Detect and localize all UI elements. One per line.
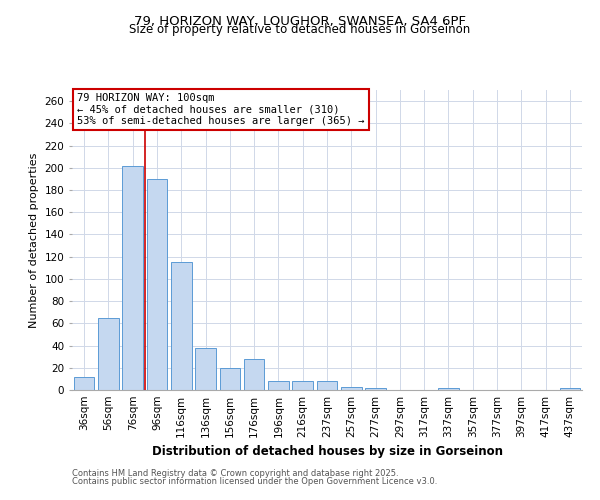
Text: 79 HORIZON WAY: 100sqm
← 45% of detached houses are smaller (310)
53% of semi-de: 79 HORIZON WAY: 100sqm ← 45% of detached… — [77, 93, 365, 126]
Text: Contains public sector information licensed under the Open Government Licence v3: Contains public sector information licen… — [72, 477, 437, 486]
Bar — [365, 388, 386, 390]
Bar — [195, 348, 216, 390]
Bar — [244, 359, 265, 390]
X-axis label: Distribution of detached houses by size in Gorseinon: Distribution of detached houses by size … — [151, 446, 503, 458]
Bar — [220, 368, 240, 390]
Bar — [292, 381, 313, 390]
Bar — [171, 262, 191, 390]
Bar — [268, 381, 289, 390]
Bar — [74, 376, 94, 390]
Text: Contains HM Land Registry data © Crown copyright and database right 2025.: Contains HM Land Registry data © Crown c… — [72, 468, 398, 477]
Text: 79, HORIZON WAY, LOUGHOR, SWANSEA, SA4 6PF: 79, HORIZON WAY, LOUGHOR, SWANSEA, SA4 6… — [134, 15, 466, 28]
Bar — [317, 381, 337, 390]
Bar — [98, 318, 119, 390]
Bar — [341, 386, 362, 390]
Bar — [122, 166, 143, 390]
Bar — [560, 388, 580, 390]
Y-axis label: Number of detached properties: Number of detached properties — [29, 152, 39, 328]
Text: Size of property relative to detached houses in Gorseinon: Size of property relative to detached ho… — [130, 22, 470, 36]
Bar — [146, 179, 167, 390]
Bar — [438, 388, 459, 390]
